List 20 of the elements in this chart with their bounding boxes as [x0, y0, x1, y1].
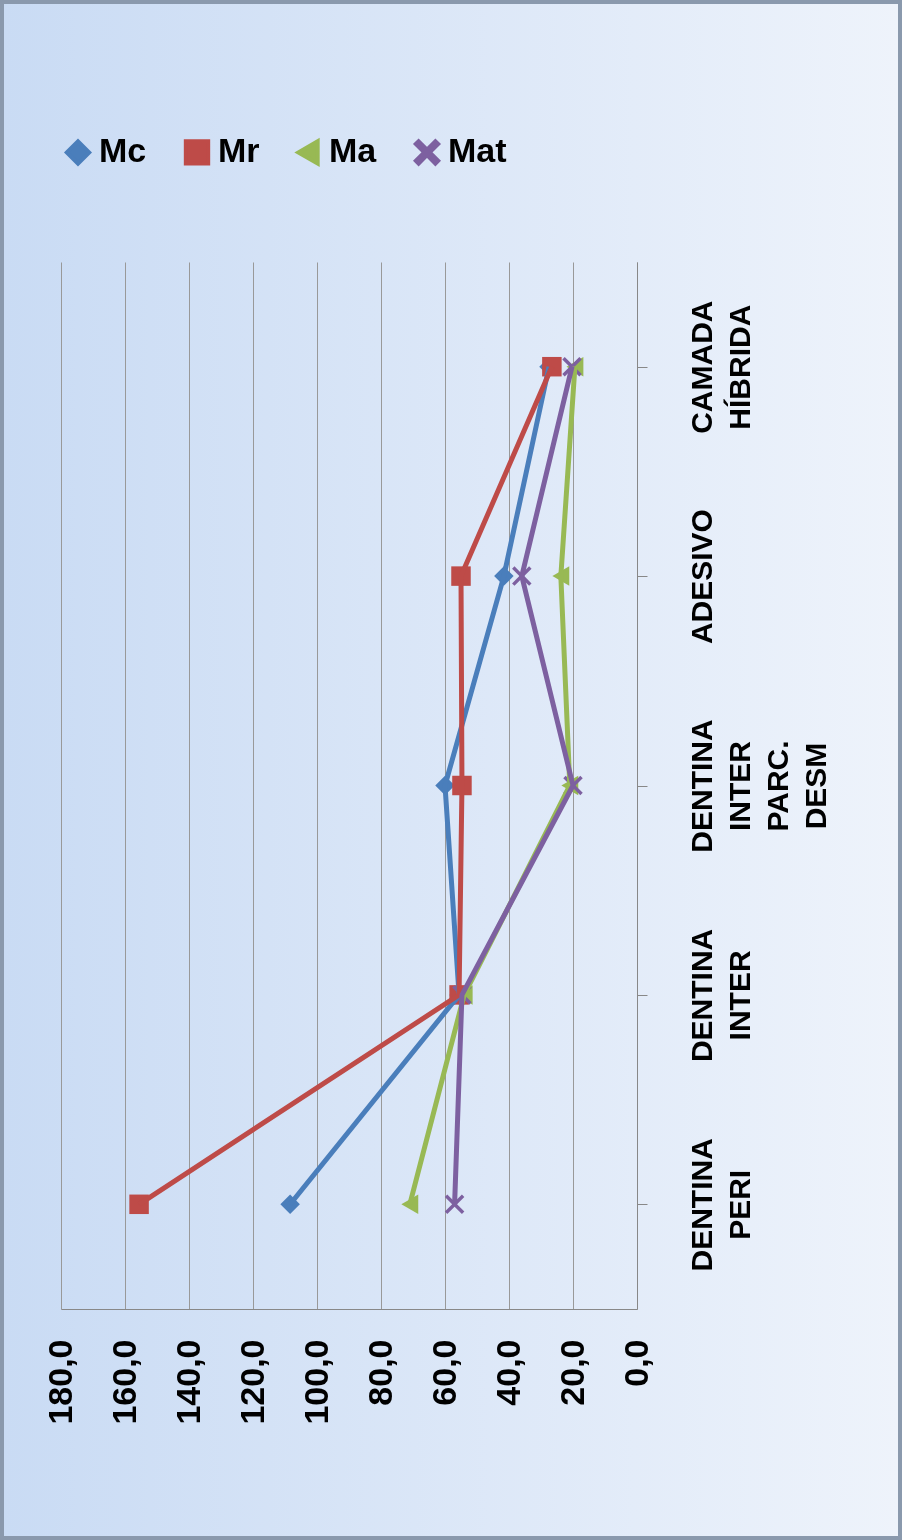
y-tick-label: DENTINA PERI [684, 1138, 756, 1272]
x-tick-label: 40,0 [488, 1339, 527, 1406]
x-tick-label: 80,0 [360, 1339, 399, 1406]
legend-label: Mr [218, 131, 260, 170]
x-tick-label: 160,0 [104, 1339, 143, 1425]
y-tick-label: CAMADA HÍBRIDA [684, 300, 756, 434]
legend-label: Mat [448, 131, 507, 170]
x-tick-label: 180,0 [40, 1339, 79, 1425]
y-tick-label: DENTINA INTER PARC. DESM [684, 719, 832, 853]
x-tick-label: 20,0 [552, 1339, 591, 1406]
x-tick-label: 0,0 [616, 1339, 655, 1387]
point [444, 1194, 465, 1215]
x-tick-label: 60,0 [424, 1339, 463, 1406]
y-tick-label: ADESIVO [684, 509, 718, 645]
legend-label: Ma [329, 131, 378, 170]
x-tick-label: 140,0 [168, 1339, 207, 1425]
x-tick-label: 120,0 [232, 1339, 271, 1425]
y-tick-label: DENTINA INTER [684, 928, 756, 1063]
x-tick-label: 100,0 [296, 1339, 335, 1425]
legend-label: Mc [99, 131, 147, 170]
